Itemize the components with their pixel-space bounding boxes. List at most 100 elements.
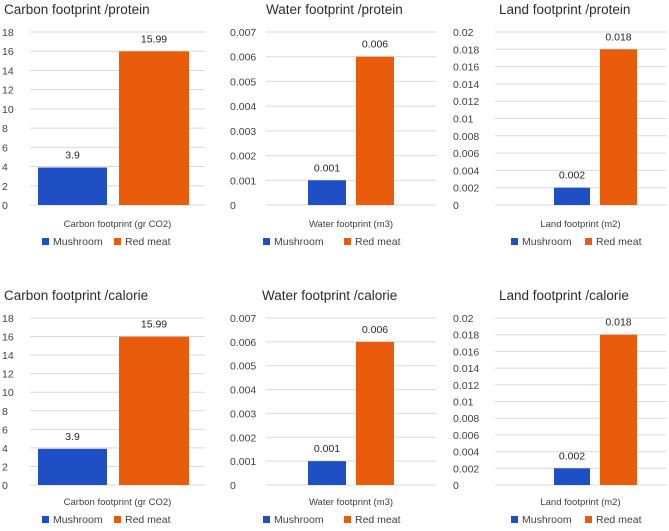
x-category-label: Carbon footprint (gr CO2) — [64, 219, 172, 230]
y-tick-label: 18 — [2, 27, 14, 39]
chart-water-protein: Water footprint /protein 0 0.001 0.002 0.003… — [228, 0, 440, 258]
chart-title: Land footprint /protein — [499, 2, 630, 17]
bar-red-meat — [600, 334, 637, 485]
data-label: 0.002 — [559, 170, 585, 182]
y-tick-label: 0.002 — [230, 432, 256, 444]
legend-swatch-red-meat — [114, 238, 121, 245]
y-tick-label: 16 — [2, 46, 14, 58]
y-tick-label: 8 — [2, 123, 8, 135]
y-tick-label: 0.016 — [453, 62, 479, 74]
y-tick-label: 0.004 — [453, 447, 479, 459]
legend-label-mushroom: Mushroom — [53, 514, 103, 526]
bar-mushroom — [308, 180, 346, 205]
chart-water-calorie: Water footprint /calorie 0 0.001 0.002 0.003… — [228, 280, 440, 531]
data-label: 3.9 — [65, 150, 80, 162]
y-tick-label: 0.018 — [453, 44, 479, 56]
legend-swatch-mushroom — [42, 238, 49, 245]
y-tick-label: 18 — [2, 313, 14, 325]
y-tick-label: 0.005 — [230, 76, 256, 88]
y-tick-label: 0.001 — [230, 456, 256, 468]
data-label: 0.018 — [605, 31, 631, 43]
bar-red-meat — [119, 51, 189, 206]
data-label: 3.9 — [65, 431, 80, 443]
data-label: 0.006 — [362, 39, 388, 51]
chart-carbon-calorie: Carbon footprint /calorie 0 2 4 6 8 10 12 14 16 18… — [0, 280, 211, 531]
y-tick-label: 0.012 — [453, 96, 479, 108]
y-tick-label: 0.007 — [230, 27, 256, 39]
bar-red-meat — [600, 49, 637, 205]
y-tick-label: 0.018 — [453, 330, 479, 342]
y-tick-label: 0 — [2, 200, 8, 212]
legend-label-mushroom: Mushroom — [53, 236, 103, 248]
legend-swatch-mushroom — [511, 516, 518, 523]
y-tick-label: 4 — [2, 443, 8, 455]
x-category-label: Land footprint (m2) — [540, 219, 620, 230]
y-tick-label: 0.004 — [230, 101, 256, 113]
legend-label-red-meat: Red meat — [355, 236, 401, 248]
chart-svg: Carbon footprint /protein 0 2 4 6 8 10 12 14 16 18… — [2, 2, 205, 248]
y-tick-label: 12 — [2, 369, 14, 381]
legend-label-red-meat: Red meat — [125, 514, 171, 526]
bar-mushroom — [554, 187, 590, 205]
y-tick-label: 0.014 — [453, 363, 479, 375]
legend-label-red-meat: Red meat — [596, 514, 642, 526]
bar-mushroom — [38, 448, 107, 485]
chart-carbon-protein: Carbon footprint /protein 0 2 4 6 8 10 12 14 16 18… — [0, 0, 211, 258]
y-tick-label: 0 — [230, 200, 236, 212]
x-category-label: Water footprint (m3) — [309, 219, 393, 230]
data-label: 15.99 — [141, 33, 167, 45]
legend-swatch-mushroom — [511, 238, 518, 245]
y-tick-label: 0.008 — [453, 413, 479, 425]
data-label: 0.018 — [605, 317, 631, 329]
chart-title: Land footprint /calorie — [499, 288, 629, 303]
y-tick-label: 0.006 — [230, 337, 256, 349]
chart-svg: Land footprint /protein 0 0.002 0.004 0.006 0… — [453, 2, 666, 248]
y-tick-label: 4 — [2, 162, 8, 174]
y-tick-label: 8 — [2, 406, 8, 418]
y-tick-label: 0.007 — [230, 313, 256, 325]
bar-red-meat — [356, 56, 394, 205]
y-tick-label: 0.01 — [453, 397, 474, 409]
legend-label-mushroom: Mushroom — [274, 236, 324, 248]
y-tick-label: 2 — [2, 181, 8, 193]
y-tick-label: 0.002 — [453, 183, 479, 195]
x-category-label: Land footprint (m2) — [540, 497, 620, 508]
y-tick-label: 6 — [2, 142, 8, 154]
legend-swatch-mushroom — [42, 516, 49, 523]
y-tick-label: 0.01 — [453, 114, 474, 126]
y-tick-label: 0.003 — [230, 408, 256, 420]
data-label: 15.99 — [141, 319, 167, 331]
y-tick-label: 0.001 — [230, 175, 256, 187]
y-tick-label: 14 — [2, 65, 14, 77]
y-tick-label: 16 — [2, 332, 14, 344]
legend-swatch-red-meat — [114, 516, 121, 523]
y-tick-label: 0 — [230, 480, 236, 492]
bar-mushroom — [308, 461, 346, 485]
y-tick-label: 0.004 — [230, 385, 256, 397]
legend-swatch-red-meat — [344, 516, 351, 523]
y-tick-label: 10 — [2, 387, 14, 399]
bar-red-meat — [119, 336, 189, 485]
y-tick-label: 2 — [2, 461, 8, 473]
y-tick-label: 0.008 — [453, 131, 479, 143]
legend-swatch-red-meat — [585, 516, 592, 523]
legend-swatch-red-meat — [344, 238, 351, 245]
y-tick-label: 0.02 — [453, 27, 474, 39]
legend-label-red-meat: Red meat — [125, 236, 171, 248]
chart-title: Carbon footprint /protein — [4, 2, 150, 17]
x-category-label: Carbon footprint (gr CO2) — [64, 497, 172, 508]
y-tick-label: 0.006 — [453, 430, 479, 442]
chart-title: Water footprint /calorie — [262, 288, 397, 303]
x-category-label: Water footprint (m3) — [309, 497, 393, 508]
y-tick-label: 0.016 — [453, 346, 479, 358]
legend-label-red-meat: Red meat — [596, 236, 642, 248]
y-tick-label: 0.005 — [230, 361, 256, 373]
bar-mushroom — [554, 468, 590, 485]
y-tick-label: 0 — [453, 200, 459, 212]
data-label: 0.001 — [314, 443, 340, 455]
chart-svg: Water footprint /calorie 0 0.001 0.002 0.003… — [230, 288, 436, 526]
chart-svg: Water footprint /protein 0 0.001 0.002 0.003… — [230, 2, 436, 248]
y-tick-label: 0.014 — [453, 79, 479, 91]
chart-land-protein: Land footprint /protein 0 0.002 0.004 0.006 0… — [451, 0, 666, 258]
